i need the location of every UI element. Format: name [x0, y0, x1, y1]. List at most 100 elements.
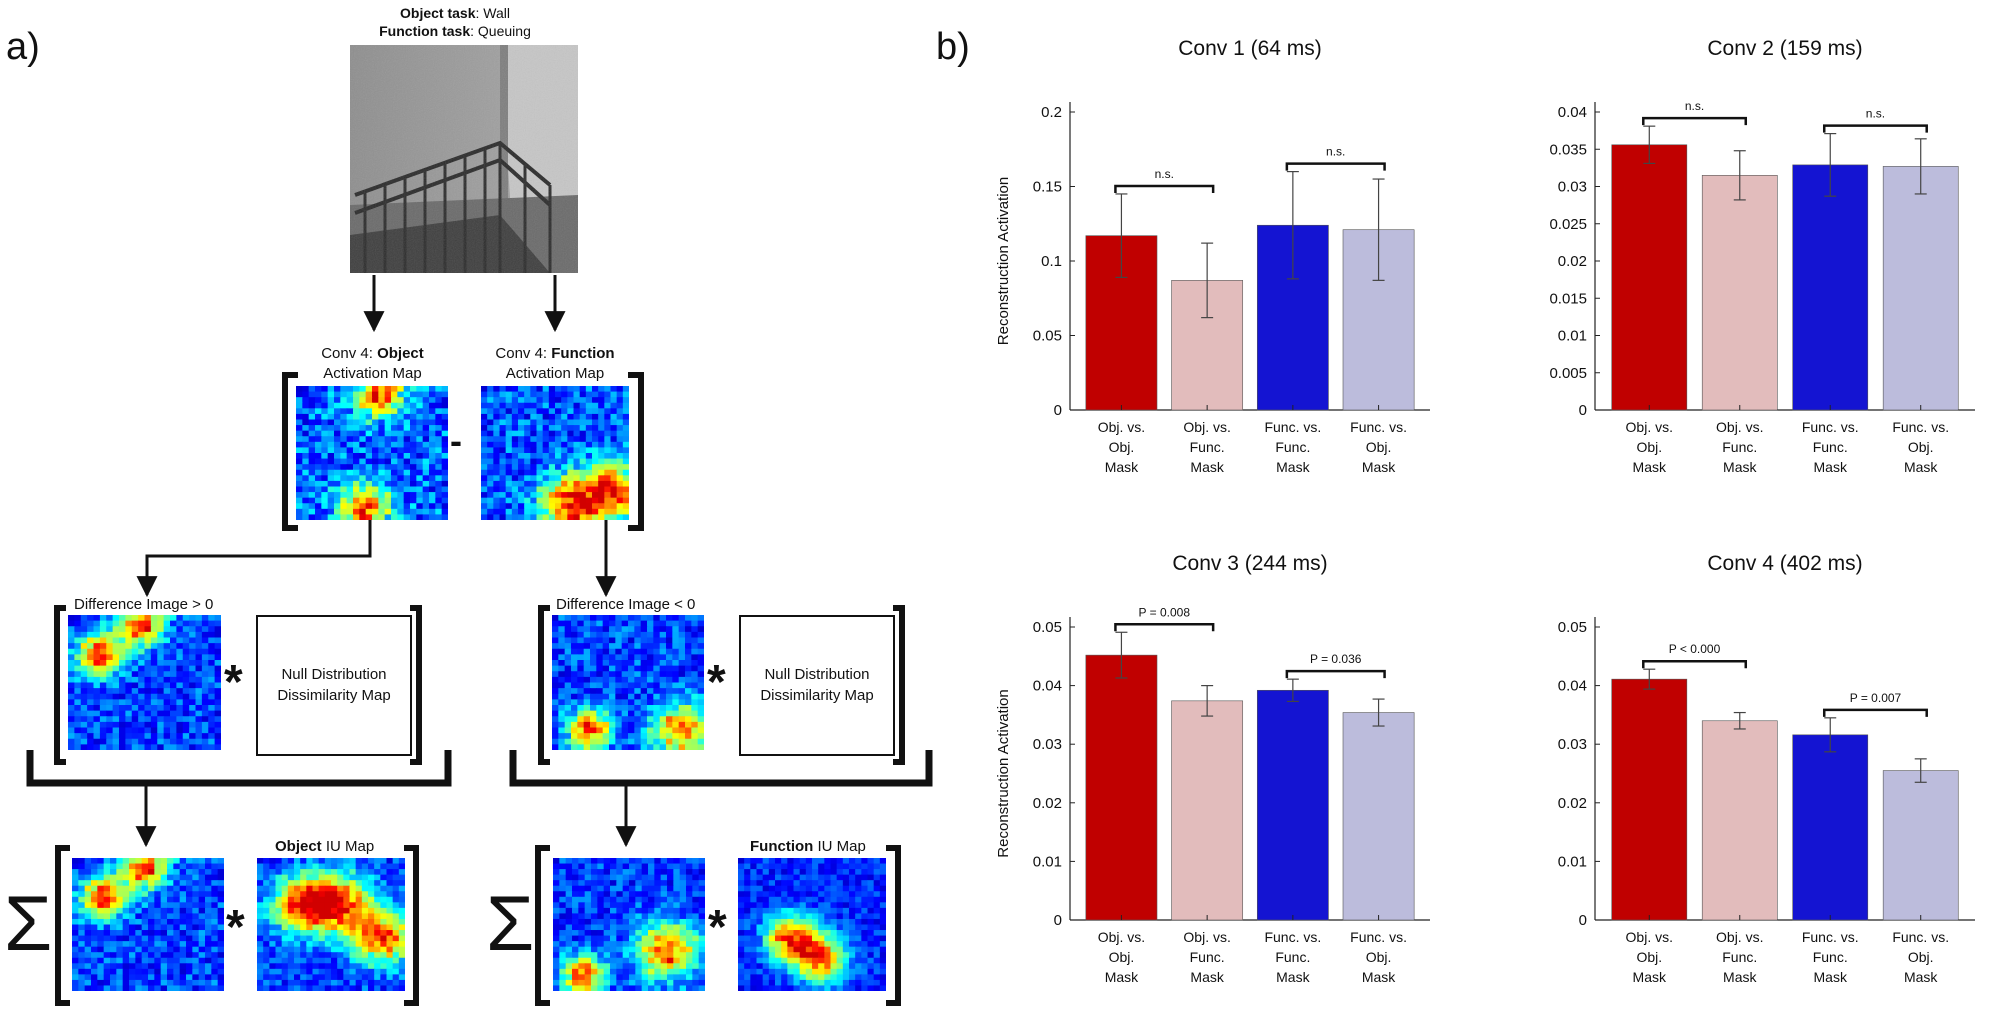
- x-tick-label: Obj. vs.: [1098, 419, 1145, 435]
- x-tick-label: Obj. vs.: [1626, 419, 1673, 435]
- significance-label: P = 0.036: [1310, 652, 1362, 666]
- x-tick-label: Func.: [1722, 949, 1757, 965]
- x-tick-label: Func. vs.: [1264, 929, 1321, 945]
- x-tick-label: Mask: [1814, 969, 1848, 985]
- star-operator-3: *: [226, 901, 245, 954]
- difference-positive-label: Difference Image > 0: [74, 596, 214, 613]
- y-tick-label: 0.01: [1558, 328, 1587, 345]
- y-tick-label: 0.1: [1041, 253, 1062, 270]
- bracket-activation-right: [628, 372, 644, 531]
- chart-conv2: Conv 2 (159 ms) 0 0.005 0.01 0.015 0.02 0.025 0…: [1549, 37, 1975, 475]
- y-tick-label: 0.2: [1041, 104, 1062, 121]
- function-iu-label: Function IU Map: [750, 838, 866, 855]
- significance-label: P < 0.000: [1669, 642, 1721, 656]
- task-labels: Object task: Wall Function task: Queuing: [330, 4, 580, 40]
- null-label-line1-right: Null Distribution: [764, 666, 870, 684]
- y-tick-label: 0: [1054, 402, 1062, 419]
- x-tick-label: Obj. vs.: [1716, 929, 1763, 945]
- y-tick-label: 0.05: [1558, 619, 1587, 636]
- x-tick-label: Obj.: [1636, 949, 1662, 965]
- y-tick-label: 0.01: [1033, 853, 1062, 870]
- minus-operator: -: [450, 420, 462, 461]
- null-label-line2-right: Dissimilarity Map: [760, 686, 874, 704]
- y-tick-label: 0.04: [1033, 678, 1062, 695]
- chart-conv1: Conv 1 (64 ms) Reconstruction Activation 0…: [995, 37, 1430, 475]
- x-tick-label: Func.: [1190, 439, 1225, 455]
- x-tick-label: Mask: [1362, 459, 1396, 475]
- x-tick-label: Func. vs.: [1892, 929, 1949, 945]
- bar-4: [1882, 770, 1959, 921]
- function-activation-caption: Conv 4: Function Activation Map: [480, 344, 630, 383]
- function-iu-heatmap: [738, 858, 886, 991]
- bar-1: [1085, 654, 1158, 921]
- function-caption-prefix: Conv 4:: [495, 345, 552, 362]
- y-tick-label: 0.015: [1549, 290, 1587, 307]
- y-tick-label: 0.02: [1033, 795, 1062, 812]
- significance-label: n.s.: [1866, 107, 1885, 121]
- star-operator-1: *: [224, 656, 243, 709]
- y-tick-label: 0.03: [1558, 179, 1587, 196]
- chart-title: Conv 4 (402 ms): [1707, 552, 1862, 575]
- significance-label: n.s.: [1685, 99, 1704, 113]
- significance-bracket: [1285, 162, 1386, 171]
- panel-a-label: a): [6, 26, 40, 68]
- difference-negative-label: Difference Image < 0: [556, 596, 696, 613]
- chart-conv3: Conv 3 (244 ms) Reconstruction Activation…: [995, 552, 1430, 985]
- y-tick-label: 0: [1054, 912, 1062, 929]
- x-tick-label: Func.: [1275, 439, 1310, 455]
- null-distribution-box-left: Null Distribution Dissimilarity Map: [256, 615, 412, 756]
- significance-bracket: [1822, 708, 1928, 717]
- bracket-sum-right-open: [535, 845, 550, 1006]
- significance-bracket: [1822, 124, 1928, 133]
- x-tick-label: Mask: [1633, 969, 1667, 985]
- x-tick-label: Func. vs.: [1350, 419, 1407, 435]
- sigma-operator-1: Σ: [4, 879, 53, 967]
- x-tick-label: Mask: [1190, 459, 1224, 475]
- function-task-key: Function task: [379, 23, 471, 40]
- x-tick-label: Func. vs.: [1350, 929, 1407, 945]
- bracket-right-row-close: [893, 605, 905, 765]
- y-tick-label: 0.035: [1549, 141, 1587, 158]
- object-activation-caption-line1: Conv 4: Object: [300, 344, 445, 364]
- bracket-left-row-open: [54, 605, 66, 765]
- panel-a-connectors: [26, 275, 933, 1006]
- x-tick-label: Obj. vs.: [1098, 929, 1145, 945]
- x-tick-label: Obj.: [1366, 949, 1392, 965]
- bar-3: [1256, 689, 1329, 921]
- x-tick-label: Mask: [1362, 969, 1396, 985]
- x-tick-label: Func. vs.: [1802, 929, 1859, 945]
- bracket-sum-left-open: [55, 845, 70, 1006]
- brace-right: [509, 750, 933, 787]
- object-iu-rest: IU Map: [321, 838, 375, 855]
- function-iu-bold: Function: [750, 838, 814, 855]
- brace-left: [26, 750, 452, 787]
- object-task-value: : Wall: [475, 5, 510, 21]
- x-tick-label: Mask: [1633, 459, 1667, 475]
- object-weighted-heatmap: [72, 858, 224, 991]
- significance-label: n.s.: [1155, 167, 1174, 181]
- panel-b-label: b): [936, 26, 970, 68]
- function-task-value: : Queuing: [470, 23, 531, 40]
- x-tick-label: Obj. vs.: [1183, 929, 1230, 945]
- y-axis-label: Reconstruction Activation: [995, 177, 1012, 345]
- x-tick-label: Obj.: [1366, 439, 1392, 455]
- y-tick-label: 0.15: [1033, 179, 1062, 196]
- significance-label: n.s.: [1326, 145, 1345, 159]
- stimulus-image: [350, 45, 578, 273]
- significance-label: P = 0.008: [1139, 605, 1191, 619]
- y-tick-label: 0.04: [1558, 678, 1587, 695]
- object-caption-bold: Object: [377, 345, 424, 362]
- y-tick-label: 0.03: [1558, 736, 1587, 753]
- x-tick-label: Mask: [1190, 969, 1224, 985]
- x-tick-label: Func.: [1813, 949, 1848, 965]
- chart-title: Conv 2 (159 ms): [1707, 37, 1862, 60]
- x-tick-label: Mask: [1105, 969, 1139, 985]
- x-tick-label: Obj. vs.: [1183, 419, 1230, 435]
- null-label-line2-left: Dissimilarity Map: [277, 686, 391, 704]
- y-tick-label: 0: [1579, 912, 1587, 929]
- chart-conv4: Conv 4 (402 ms) 0 0.01 0.02 0.03 0.04 0.05 Obj.…: [1558, 552, 1975, 985]
- x-tick-label: Func.: [1190, 949, 1225, 965]
- x-tick-label: Mask: [1814, 459, 1848, 475]
- x-tick-label: Func.: [1275, 949, 1310, 965]
- bar-4: [1882, 166, 1959, 411]
